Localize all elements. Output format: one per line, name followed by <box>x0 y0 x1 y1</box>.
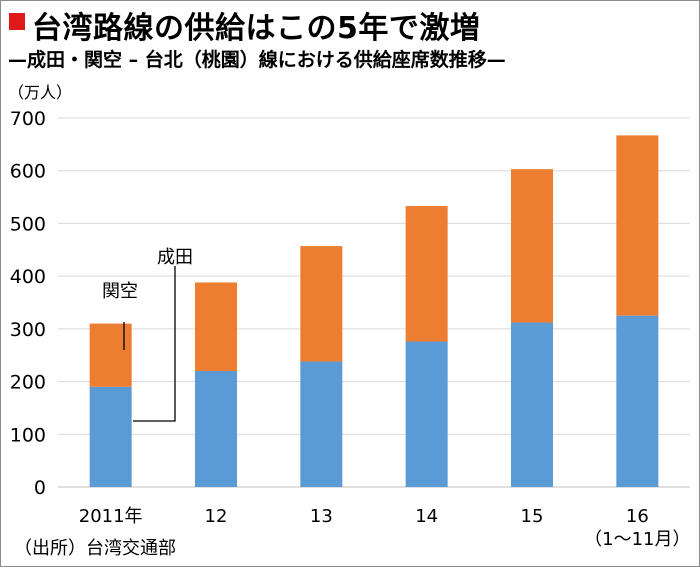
y-tick-label: 0 <box>34 477 46 499</box>
x-tick-label: 2011年 <box>79 506 143 527</box>
bar-segment-narita <box>195 371 237 487</box>
bar-segment-kansai <box>89 323 132 387</box>
y-tick-label: 100 <box>10 424 46 446</box>
x-axis-labels: 2011年 12 13 14 15 16（1～11月） <box>79 506 691 550</box>
y-tick-label: 600 <box>10 161 46 183</box>
chart-title: 台湾路線の供給はこの5年で激増 <box>32 11 481 46</box>
chart-subtitle: —成田・関空 – 台北（桃園）線における供給座席数推移— <box>8 49 506 71</box>
bar-segment-kansai <box>511 169 553 323</box>
bar-segment-narita <box>511 322 553 487</box>
bar-segment-narita <box>89 386 132 487</box>
bar-segment-kansai <box>616 135 659 316</box>
y-axis-unit: （万人） <box>8 83 72 102</box>
bar-segment-kansai <box>195 282 237 372</box>
x-tick-label: 16 <box>626 506 649 527</box>
y-tick-label: 200 <box>10 372 46 394</box>
bar-segment-narita <box>616 315 659 487</box>
x-tick-note: （1～11月） <box>584 529 690 550</box>
bar-segment-narita <box>405 341 448 487</box>
y-tick-label: 700 <box>10 108 46 130</box>
y-tick-label: 500 <box>10 213 46 235</box>
y-tick-label: 400 <box>10 266 46 288</box>
source-note: （出所）台湾交通部 <box>14 538 176 559</box>
bar-segment-narita <box>300 361 343 487</box>
x-tick-label: 13 <box>310 506 333 527</box>
narita-callout-line <box>133 266 176 422</box>
kansai-label: 関空 <box>102 281 138 302</box>
y-tick-label: 300 <box>10 319 46 341</box>
x-tick-label: 12 <box>205 506 228 527</box>
narita-label: 成田 <box>157 247 193 268</box>
x-tick-label: 14 <box>415 506 438 527</box>
x-tick-label: 15 <box>521 506 544 527</box>
bar-segment-kansai <box>405 206 448 342</box>
bars <box>89 135 659 487</box>
y-axis-ticks: 0 100 200 300 400 500 600 700 <box>10 108 46 499</box>
title-marker <box>9 13 25 30</box>
bar-segment-kansai <box>300 246 343 362</box>
grid-lines <box>58 117 690 488</box>
